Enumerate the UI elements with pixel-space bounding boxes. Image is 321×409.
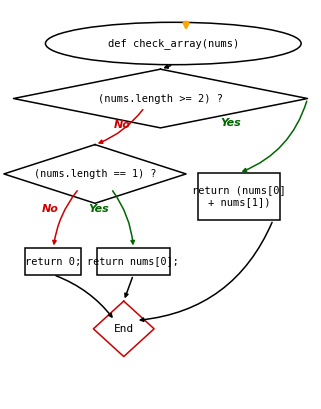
Bar xyxy=(25,248,82,275)
Text: def check_array(nums): def check_array(nums) xyxy=(108,38,239,49)
Bar xyxy=(97,248,170,275)
Text: return 0;: return 0; xyxy=(25,256,82,267)
Bar xyxy=(198,173,280,220)
Text: No: No xyxy=(114,120,131,130)
Text: End: End xyxy=(114,324,134,334)
Text: No: No xyxy=(42,204,59,214)
Text: return nums[0];: return nums[0]; xyxy=(87,256,179,267)
Text: (nums.length >= 2) ?: (nums.length >= 2) ? xyxy=(98,94,223,103)
Text: (nums.length == 1) ?: (nums.length == 1) ? xyxy=(34,169,156,179)
Text: Yes: Yes xyxy=(221,118,241,128)
Text: return (nums[0]
+ nums[1]): return (nums[0] + nums[1]) xyxy=(192,186,286,207)
Text: Yes: Yes xyxy=(88,204,108,214)
